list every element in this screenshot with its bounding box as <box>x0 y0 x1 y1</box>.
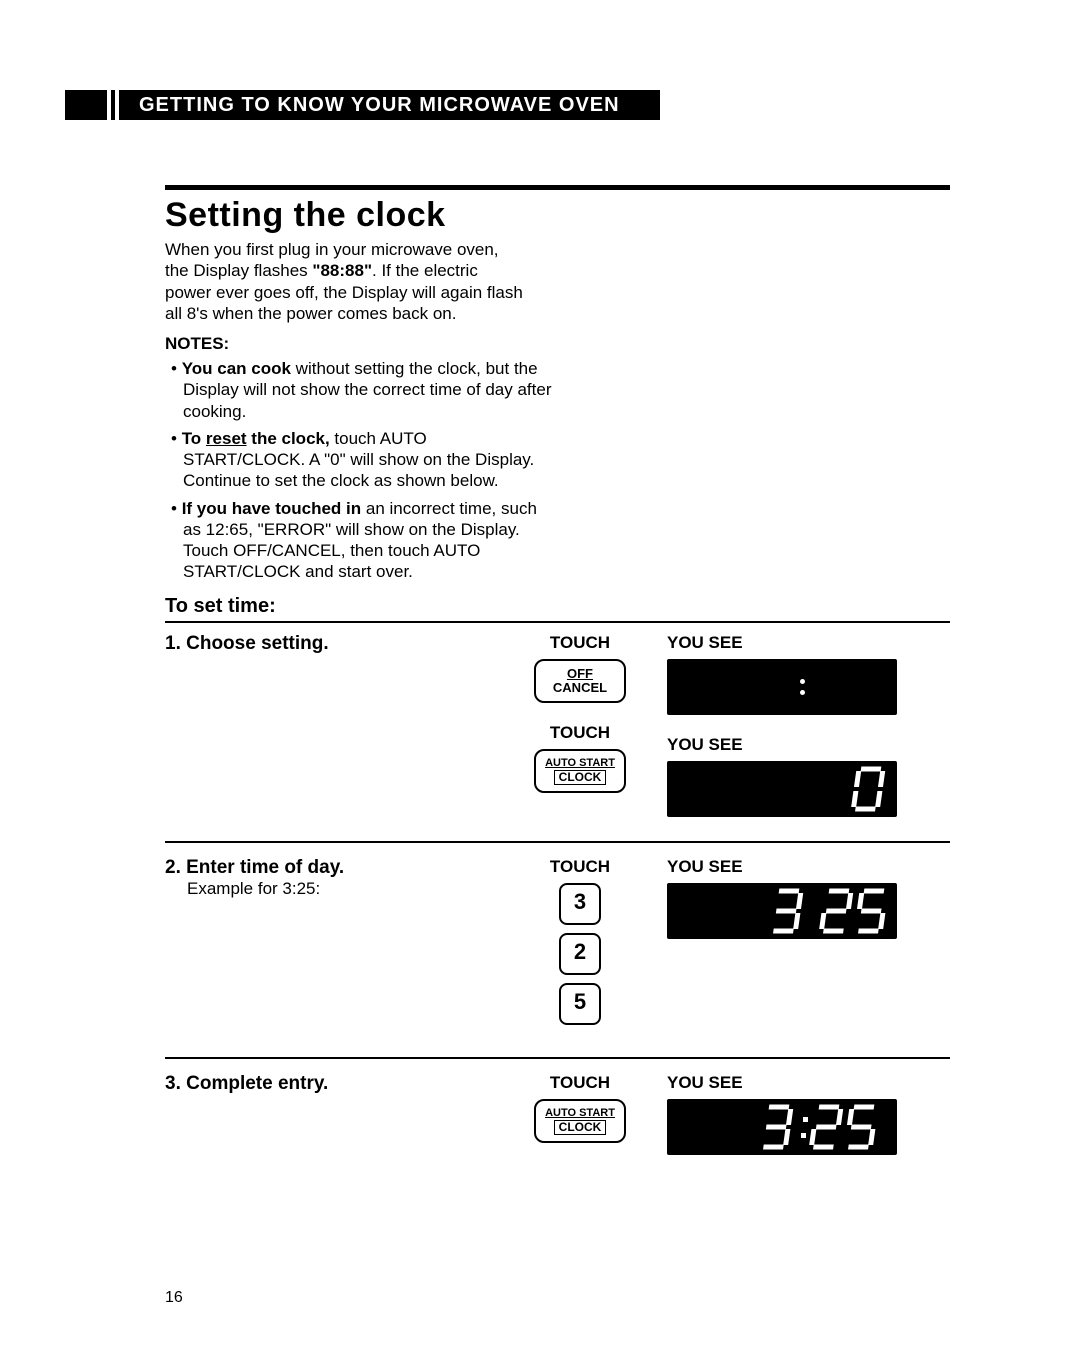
digit-5-button: 5 <box>559 983 601 1025</box>
step-row: 2. Enter time of day. Example for 3:25: … <box>165 857 950 1047</box>
notes-list: You can cook without setting the clock, … <box>165 358 553 583</box>
touch-label: TOUCH <box>515 1073 645 1093</box>
step-row: 3. Complete entry. TOUCH AUTO START CLOC… <box>165 1073 950 1169</box>
you-see-label: YOU SEE <box>667 1073 897 1093</box>
off-cancel-button: OFF CANCEL <box>534 659 626 704</box>
you-see-label: YOU SEE <box>667 735 897 755</box>
step-sublabel: Example for 3:25: <box>187 879 515 899</box>
note-item: You can cook without setting the clock, … <box>183 358 553 422</box>
header-decor-bar <box>111 90 115 120</box>
digit-2-button: 2 <box>559 933 601 975</box>
you-see-label: YOU SEE <box>667 633 897 653</box>
intro-paragraph: When you first plug in your microwave ov… <box>165 239 525 324</box>
note-item: If you have touched in an incorrect time… <box>183 498 553 583</box>
rule <box>165 841 950 843</box>
page-title: Setting the clock <box>165 196 950 235</box>
note-item: To reset the clock, touch AUTO START/CLO… <box>183 428 553 492</box>
display-screen <box>667 1099 897 1155</box>
rule <box>165 1057 950 1059</box>
touch-label: TOUCH <box>515 633 645 653</box>
seven-seg-zero-icon <box>667 761 897 817</box>
digit-3-button: 3 <box>559 883 601 925</box>
touch-label: TOUCH <box>515 857 645 877</box>
notes-heading: NOTES: <box>165 334 950 354</box>
display-screen <box>667 659 897 715</box>
display-screen <box>667 883 897 939</box>
header-title: GETTING TO KNOW YOUR MICROWAVE OVEN <box>125 90 660 120</box>
page-number: 16 <box>165 1289 183 1307</box>
auto-start-clock-button: AUTO START CLOCK <box>534 1099 626 1143</box>
rule <box>165 621 950 623</box>
step-label: 1. Choose setting. <box>165 633 515 655</box>
seven-seg-3c25-icon <box>667 1099 897 1155</box>
step-label: 3. Complete entry. <box>165 1073 515 1095</box>
subheading: To set time: <box>165 595 950 618</box>
you-see-label: YOU SEE <box>667 857 897 877</box>
step-label: 2. Enter time of day. Example for 3:25: <box>165 857 515 899</box>
seven-seg-325-icon <box>667 883 897 939</box>
header-decor-square <box>65 90 107 120</box>
touch-label: TOUCH <box>515 723 645 743</box>
rule <box>165 185 950 190</box>
auto-start-clock-button: AUTO START CLOCK <box>534 749 626 793</box>
display-screen <box>667 761 897 817</box>
step-row: 1. Choose setting. TOUCH OFF CANCEL TOUC… <box>165 633 950 831</box>
